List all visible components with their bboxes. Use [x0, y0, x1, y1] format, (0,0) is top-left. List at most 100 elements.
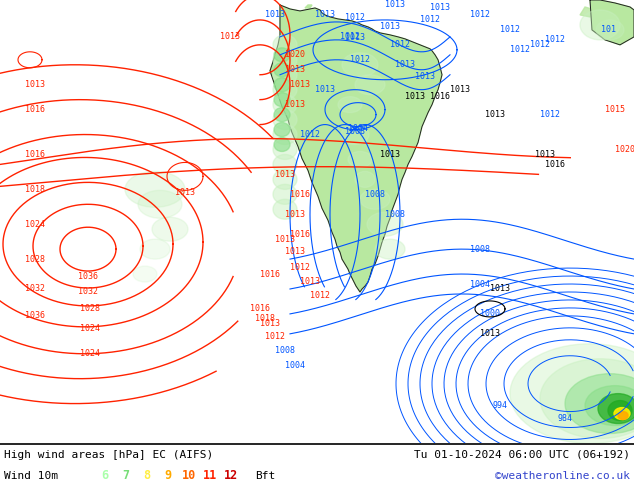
Text: 1016: 1016 [260, 270, 280, 278]
Text: 984: 984 [557, 414, 573, 423]
Ellipse shape [360, 189, 390, 209]
Text: 1013: 1013 [290, 80, 310, 89]
Ellipse shape [274, 93, 290, 107]
Ellipse shape [341, 124, 369, 145]
Polygon shape [580, 7, 595, 17]
Text: 101: 101 [600, 25, 616, 34]
Text: 1028: 1028 [80, 304, 100, 314]
Text: 1013: 1013 [480, 329, 500, 338]
Ellipse shape [152, 217, 188, 241]
Text: 1004: 1004 [285, 361, 305, 370]
Text: 1012: 1012 [530, 40, 550, 49]
Text: 1013: 1013 [220, 32, 240, 41]
Ellipse shape [618, 412, 628, 419]
Text: 1013: 1013 [380, 23, 400, 31]
Text: 1013: 1013 [395, 60, 415, 69]
Text: 7: 7 [122, 469, 129, 482]
Text: 12: 12 [224, 469, 238, 482]
Ellipse shape [596, 20, 624, 40]
Text: 1024: 1024 [80, 349, 100, 358]
Ellipse shape [273, 35, 297, 55]
Ellipse shape [585, 386, 634, 425]
Text: 1012: 1012 [500, 25, 520, 34]
Text: 1036: 1036 [78, 271, 98, 281]
Text: 1012: 1012 [340, 32, 360, 41]
Text: 1016: 1016 [430, 92, 450, 101]
Text: 1013: 1013 [315, 10, 335, 20]
Text: 1013: 1013 [260, 319, 280, 328]
Ellipse shape [565, 374, 634, 434]
Ellipse shape [355, 172, 375, 187]
Text: 1012: 1012 [420, 15, 440, 24]
Text: 1012: 1012 [310, 292, 330, 300]
Ellipse shape [342, 53, 378, 77]
Text: 1013: 1013 [415, 72, 435, 81]
Text: 1013: 1013 [285, 210, 305, 219]
Text: 1013: 1013 [275, 235, 295, 244]
Text: 1008: 1008 [470, 245, 490, 254]
Ellipse shape [274, 63, 290, 77]
Text: 1013: 1013 [430, 3, 450, 12]
Text: 1013: 1013 [285, 65, 305, 74]
Ellipse shape [338, 97, 362, 113]
Text: 6: 6 [101, 469, 108, 482]
Text: 1012: 1012 [510, 46, 530, 54]
Text: 1012: 1012 [540, 110, 560, 119]
Ellipse shape [273, 65, 297, 85]
Text: 1016: 1016 [290, 230, 310, 239]
Text: 1016: 1016 [25, 150, 45, 159]
Text: 1013: 1013 [285, 246, 305, 256]
Ellipse shape [580, 10, 620, 40]
Ellipse shape [510, 344, 634, 443]
Ellipse shape [140, 239, 170, 259]
Text: 1028: 1028 [25, 255, 45, 264]
Text: 1000: 1000 [480, 309, 500, 318]
Text: 1008: 1008 [275, 346, 295, 355]
Text: 1013: 1013 [285, 100, 305, 109]
Text: 994: 994 [493, 401, 507, 410]
Ellipse shape [367, 212, 403, 236]
Ellipse shape [274, 122, 290, 137]
Ellipse shape [273, 50, 297, 70]
Text: 1008: 1008 [345, 127, 365, 136]
Text: 1012: 1012 [290, 263, 310, 271]
Text: 1016: 1016 [25, 105, 45, 114]
Polygon shape [305, 5, 312, 8]
Text: 1013: 1013 [175, 188, 195, 197]
Text: 1020: 1020 [285, 50, 305, 59]
Text: 1012: 1012 [545, 35, 565, 45]
Text: 1016: 1016 [290, 190, 310, 199]
Text: 1013: 1013 [265, 10, 285, 20]
Text: 1012: 1012 [345, 13, 365, 23]
Polygon shape [270, 5, 442, 292]
Text: 1013: 1013 [345, 33, 365, 42]
Ellipse shape [138, 190, 182, 218]
Text: 1016: 1016 [250, 304, 270, 314]
Text: 1013: 1013 [380, 150, 400, 159]
Text: 11: 11 [203, 469, 217, 482]
Text: ©weatheronline.co.uk: ©weatheronline.co.uk [495, 471, 630, 481]
Text: 8: 8 [143, 469, 150, 482]
Text: 1013: 1013 [450, 85, 470, 94]
Ellipse shape [274, 78, 290, 92]
Text: 1004: 1004 [348, 124, 368, 133]
Text: 1020: 1020 [615, 145, 634, 154]
Text: 1012: 1012 [265, 332, 285, 342]
Text: 1013: 1013 [405, 92, 425, 101]
Text: 1015: 1015 [605, 105, 625, 114]
Text: 1018: 1018 [255, 315, 275, 323]
Text: 1012: 1012 [300, 130, 320, 139]
Polygon shape [590, 0, 634, 45]
Ellipse shape [273, 80, 297, 99]
Text: 1013: 1013 [275, 170, 295, 179]
Text: 1024: 1024 [80, 324, 100, 333]
Ellipse shape [133, 266, 157, 282]
Text: 1004: 1004 [470, 279, 490, 289]
Text: 1012: 1012 [350, 55, 370, 64]
Text: 1032: 1032 [25, 285, 45, 294]
Text: 1012: 1012 [470, 10, 490, 20]
Text: 1013: 1013 [300, 276, 320, 286]
Ellipse shape [274, 138, 290, 151]
Ellipse shape [273, 170, 297, 189]
Text: 1024: 1024 [25, 220, 45, 229]
